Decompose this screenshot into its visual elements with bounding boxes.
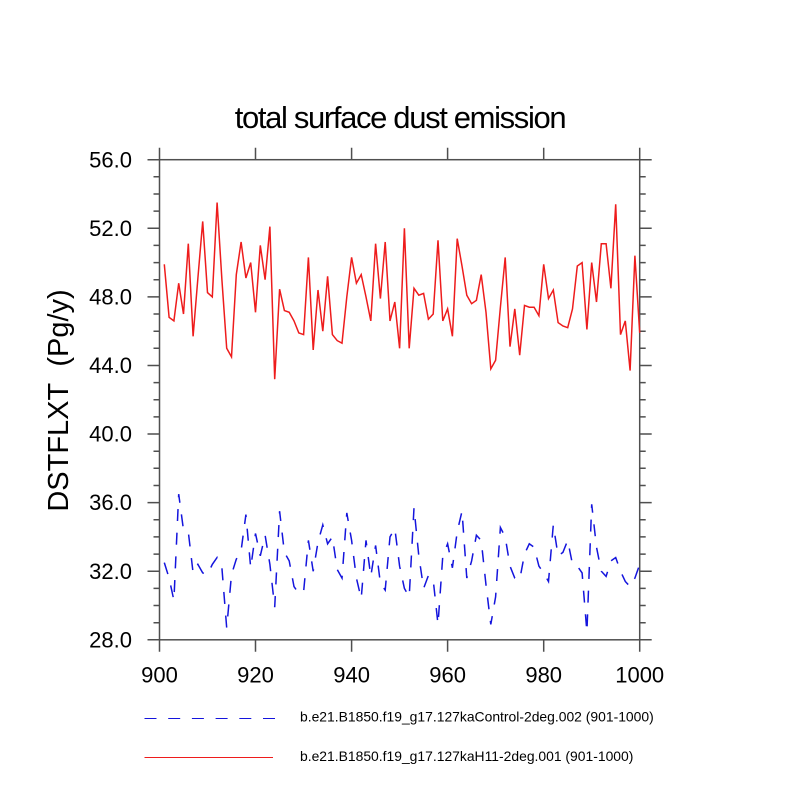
svg-text:920: 920 xyxy=(237,663,274,688)
svg-text:940: 940 xyxy=(333,663,370,688)
svg-text:DSTFLXT (Pg/y): DSTFLXT (Pg/y) xyxy=(43,289,75,511)
svg-text:40.0: 40.0 xyxy=(89,422,132,447)
svg-text:b.e21.B1850.f19_g17.127kaH11-2: b.e21.B1850.f19_g17.127kaH11-2deg.001 (9… xyxy=(300,748,633,764)
svg-text:1000: 1000 xyxy=(615,663,664,688)
svg-text:44.0: 44.0 xyxy=(89,353,132,378)
svg-text:b.e21.B1850.f19_g17.127kaContr: b.e21.B1850.f19_g17.127kaControl-2deg.00… xyxy=(300,709,654,725)
svg-text:48.0: 48.0 xyxy=(89,285,132,310)
svg-text:900: 900 xyxy=(141,663,178,688)
svg-text:28.0: 28.0 xyxy=(89,627,132,652)
svg-text:960: 960 xyxy=(429,663,466,688)
svg-text:total surface dust emission: total surface dust emission xyxy=(235,100,566,135)
svg-text:36.0: 36.0 xyxy=(89,490,132,515)
svg-text:32.0: 32.0 xyxy=(89,559,132,584)
svg-text:980: 980 xyxy=(525,663,562,688)
svg-text:52.0: 52.0 xyxy=(89,216,132,241)
svg-text:56.0: 56.0 xyxy=(89,147,132,172)
